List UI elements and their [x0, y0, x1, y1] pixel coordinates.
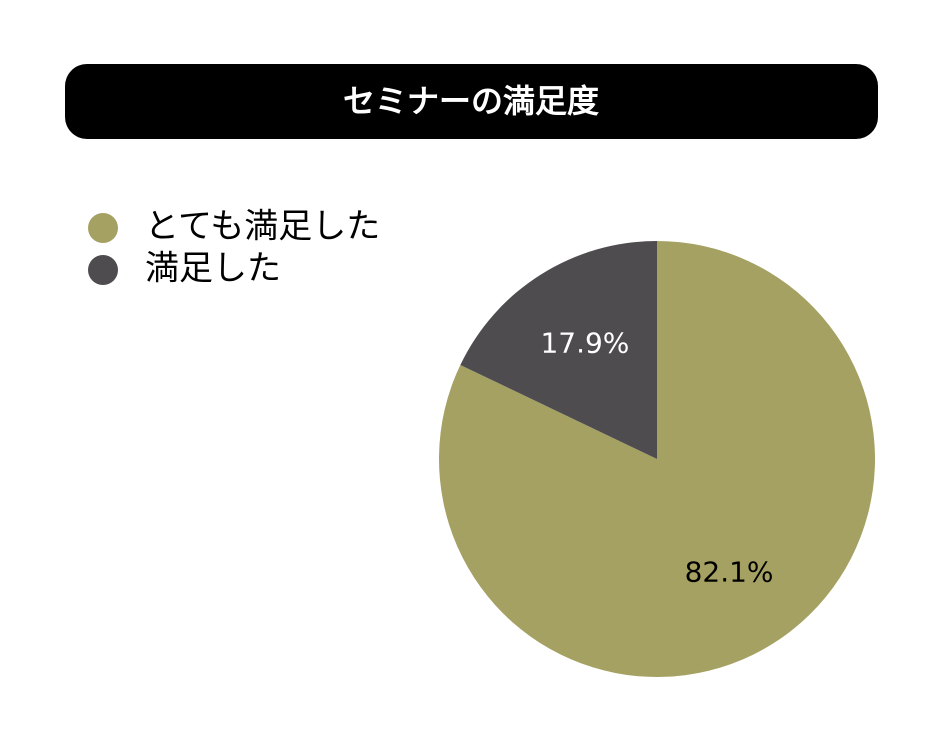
slice-label: 82.1% [685, 555, 774, 588]
title-bar [65, 64, 878, 139]
legend-label: とても満足した [145, 207, 380, 247]
pie-slice [460, 240, 657, 459]
legend-marker [88, 255, 118, 285]
chart-title: セミナーの満足度 [343, 82, 599, 120]
legend-marker [88, 213, 118, 243]
legend-label: 満足した [145, 249, 281, 289]
pie-slice [438, 241, 876, 677]
slice-label: 17.9% [540, 327, 629, 360]
